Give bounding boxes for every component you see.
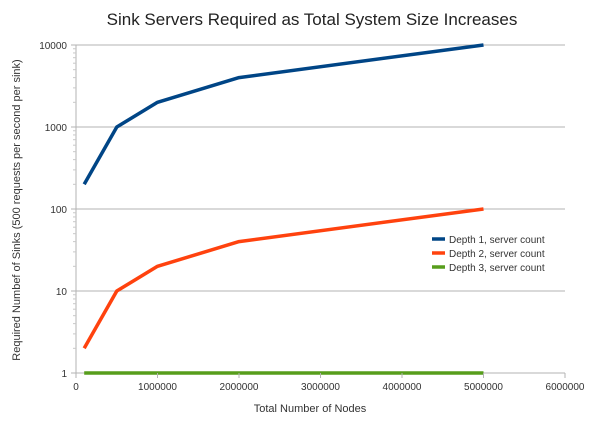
y-tick-label: 1000 [45, 123, 68, 134]
x-tick-label: 0 [73, 382, 79, 393]
x-tick-label: 5000000 [464, 382, 503, 393]
x-axis-ticks: 0 1000000 2000000 3000000 4000000 5000000 6000… [73, 373, 585, 393]
x-tick-label: 2000000 [220, 382, 259, 393]
series-line-depth-2 [82, 207, 484, 350]
x-axis-label: Total Number of Nodes [254, 403, 367, 415]
y-axis-label: Required Numbef of Sinks (500 requests p… [11, 59, 23, 360]
x-tick-label: 4000000 [383, 382, 422, 393]
x-tick-label: 6000000 [546, 382, 585, 393]
series-line-depth-1 [82, 43, 484, 186]
x-tick-label: 3000000 [301, 382, 340, 393]
legend-label: Depth 1, server count [449, 235, 545, 246]
x-tick-label: 1000000 [138, 382, 177, 393]
y-tick-label: 10 [56, 287, 68, 298]
y-tick-label: 1 [61, 369, 67, 380]
legend: Depth 1, server count Depth 2, server cou… [432, 235, 545, 274]
y-axis-ticks: 1 10 100 1000 10000 [39, 41, 76, 380]
y-tick-label: 100 [50, 205, 67, 216]
legend-label: Depth 2, server count [449, 249, 545, 260]
gridlines [75, 44, 565, 374]
chart-title: Sink Servers Required as Total System Si… [107, 10, 518, 29]
y-tick-label: 10000 [39, 41, 67, 52]
legend-label: Depth 3, server count [449, 263, 545, 274]
